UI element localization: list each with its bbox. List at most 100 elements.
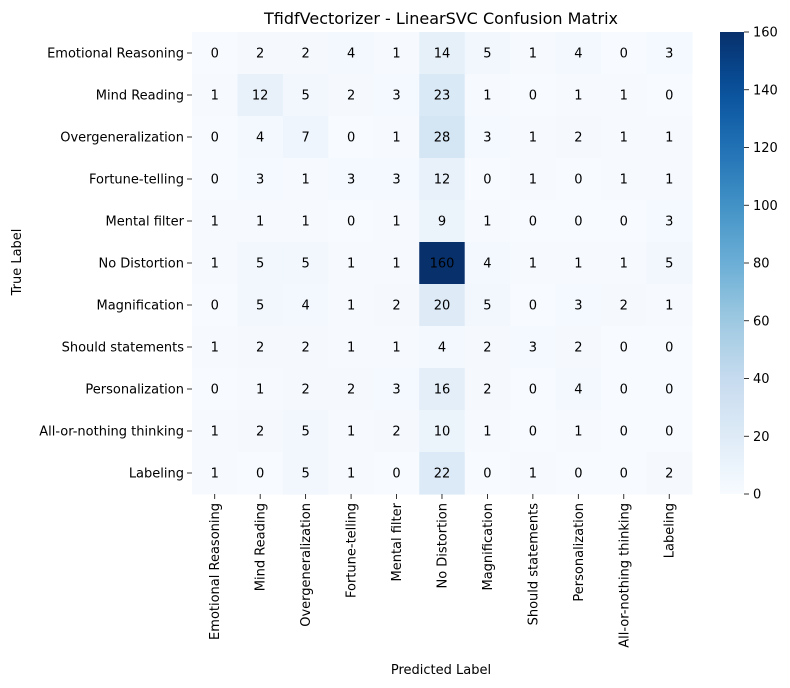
- heatmap-cell: [237, 158, 284, 201]
- cell-value-label: 2: [347, 89, 355, 104]
- cell-value-label: 0: [211, 131, 219, 146]
- heatmap-cell: [373, 326, 420, 369]
- cell-value-label: 20: [434, 299, 451, 314]
- cell-value-label: 1: [574, 89, 582, 104]
- x-tick-label: Personalization: [572, 503, 587, 602]
- heatmap-cell: [192, 242, 239, 285]
- heatmap-cell: [192, 284, 239, 327]
- heatmap-cell: [237, 74, 284, 117]
- heatmap-cell: [373, 74, 420, 117]
- cell-value-label: 7: [301, 131, 309, 146]
- cell-value-label: 1: [256, 215, 264, 230]
- cell-value-label: 14: [434, 47, 451, 62]
- heatmap-cell: [510, 200, 557, 243]
- heatmap-cell: [601, 74, 648, 117]
- heatmap-cell: [646, 32, 693, 75]
- cell-value-label: 4: [301, 299, 309, 314]
- cell-value-label: 5: [483, 47, 491, 62]
- heatmap-cell: [328, 32, 375, 75]
- heatmap-cells: 0 2 2 4 1 14 5 1 4 0 31 12 5 2 3 23 1 0 1 1 00 4 7 0 1 28 3 1 2 1 10 3 1…: [192, 32, 693, 495]
- heatmap-cell: [555, 284, 602, 327]
- cell-value-label: 1: [301, 215, 309, 230]
- cell-value-label: 1: [529, 467, 537, 482]
- heatmap-cell: [601, 368, 648, 411]
- cell-value-label: 22: [434, 467, 451, 482]
- cell-value-label: 4: [347, 47, 355, 62]
- heatmap-cell: [328, 284, 375, 327]
- heatmap-cell: [510, 326, 557, 369]
- heatmap-cell: [601, 200, 648, 243]
- cell-value-label: 5: [256, 299, 264, 314]
- heatmap-cell: [373, 200, 420, 243]
- heatmap-cell: [510, 32, 557, 75]
- x-tick-labels: Emotional Reasoning Mind Reading Overgener…: [208, 494, 678, 648]
- x-tick-label: Mind Reading: [254, 503, 269, 591]
- heatmap-cell: [464, 158, 511, 201]
- heatmap-cell: [510, 452, 557, 495]
- heatmap-cell: [601, 116, 648, 159]
- cell-value-label: 5: [256, 257, 264, 272]
- cell-value-label: 4: [574, 383, 582, 398]
- heatmap-cell: [464, 326, 511, 369]
- colorbar-tick-label: 80: [753, 257, 770, 272]
- cell-value-label: 1: [392, 257, 400, 272]
- x-tick-label: Overgeneralization: [299, 503, 314, 627]
- heatmap-cell: [328, 74, 375, 117]
- chart-title: TfidfVectorizer - LinearSVC Confusion Ma…: [263, 9, 618, 28]
- heatmap-cell: [646, 326, 693, 369]
- cell-value-label: 1: [392, 131, 400, 146]
- heatmap-cell: [419, 242, 466, 285]
- heatmap-cell: [192, 116, 239, 159]
- y-tick-label: Mental filter: [105, 215, 184, 230]
- heatmap-cell: [601, 452, 648, 495]
- heatmap-cell: [282, 326, 329, 369]
- heatmap-cell: [601, 284, 648, 327]
- cell-value-label: 0: [620, 425, 628, 440]
- heatmap-cell: [192, 200, 239, 243]
- heatmap-cell: [282, 74, 329, 117]
- cell-value-label: 2: [301, 383, 309, 398]
- heatmap-cell: [328, 410, 375, 453]
- heatmap-cell: [282, 410, 329, 453]
- cell-value-label: 2: [392, 299, 400, 314]
- cell-value-label: 3: [392, 89, 400, 104]
- x-tick-label: Should statements: [526, 503, 541, 626]
- cell-value-label: 1: [347, 467, 355, 482]
- heatmap-cell: [510, 116, 557, 159]
- cell-value-label: 0: [211, 173, 219, 188]
- heatmap-cell: [646, 200, 693, 243]
- cell-value-label: 1: [529, 173, 537, 188]
- cell-value-label: 3: [392, 173, 400, 188]
- heatmap-cell: [192, 32, 239, 75]
- cell-value-label: 1: [392, 47, 400, 62]
- cell-value-label: 2: [256, 47, 264, 62]
- y-tick-label: Emotional Reasoning: [47, 47, 184, 62]
- heatmap-cell: [373, 368, 420, 411]
- heatmap-cell: [328, 368, 375, 411]
- cell-value-label: 1: [347, 299, 355, 314]
- heatmap-cell: [237, 32, 284, 75]
- heatmap-cell: [646, 368, 693, 411]
- heatmap-cell: [464, 452, 511, 495]
- heatmap-cell: [192, 452, 239, 495]
- heatmap-cell: [419, 32, 466, 75]
- heatmap-cell: [646, 242, 693, 285]
- heatmap-cell: [282, 452, 329, 495]
- cell-value-label: 1: [620, 257, 628, 272]
- heatmap-cell: [282, 368, 329, 411]
- x-tick-label: Labeling: [663, 503, 678, 558]
- heatmap-cell: [328, 452, 375, 495]
- cell-value-label: 3: [574, 299, 582, 314]
- heatmap-cell: [373, 116, 420, 159]
- cell-value-label: 2: [301, 341, 309, 356]
- colorbar-tick-label: 60: [753, 314, 770, 329]
- cell-value-label: 1: [483, 215, 491, 230]
- heatmap-cell: [419, 158, 466, 201]
- x-axis-label: Predicted Label: [391, 663, 491, 678]
- colorbar-tick-label: 160: [753, 26, 778, 41]
- colorbar-tick-label: 140: [753, 83, 778, 98]
- heatmap-cell: [237, 410, 284, 453]
- cell-value-label: 3: [256, 173, 264, 188]
- x-tick-label: Emotional Reasoning: [208, 503, 223, 640]
- cell-value-label: 1: [665, 173, 673, 188]
